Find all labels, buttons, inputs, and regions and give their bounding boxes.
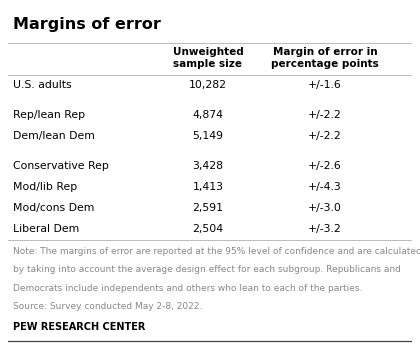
Text: 5,149: 5,149 (192, 131, 223, 141)
Text: +/-3.2: +/-3.2 (308, 224, 342, 234)
Text: +/-2.2: +/-2.2 (308, 131, 342, 141)
Text: Margins of error: Margins of error (13, 17, 161, 32)
Text: 3,428: 3,428 (192, 161, 223, 171)
Text: +/-4.3: +/-4.3 (308, 182, 342, 192)
Text: U.S. adults: U.S. adults (13, 81, 72, 90)
Text: 1,413: 1,413 (192, 182, 223, 192)
Text: 2,591: 2,591 (192, 203, 223, 213)
Text: +/-1.6: +/-1.6 (308, 81, 342, 90)
Text: Rep/lean Rep: Rep/lean Rep (13, 110, 85, 120)
Text: Unweighted
sample size: Unweighted sample size (173, 47, 243, 69)
Text: +/-2.6: +/-2.6 (308, 161, 342, 171)
Text: Liberal Dem: Liberal Dem (13, 224, 79, 234)
Text: by taking into account the average design effect for each subgroup. Republicans : by taking into account the average desig… (13, 265, 401, 274)
Text: Note: The margins of error are reported at the 95% level of confidence and are c: Note: The margins of error are reported … (13, 247, 420, 256)
Text: 2,504: 2,504 (192, 224, 223, 234)
Text: +/-3.0: +/-3.0 (308, 203, 342, 213)
Text: 4,874: 4,874 (192, 110, 223, 120)
Text: 10,282: 10,282 (189, 81, 227, 90)
Text: PEW RESEARCH CENTER: PEW RESEARCH CENTER (13, 322, 146, 332)
Text: Mod/cons Dem: Mod/cons Dem (13, 203, 94, 213)
Text: Dem/lean Dem: Dem/lean Dem (13, 131, 95, 141)
Text: Margin of error in
percentage points: Margin of error in percentage points (271, 47, 379, 69)
Text: Democrats include independents and others who lean to each of the parties.: Democrats include independents and other… (13, 284, 362, 293)
Text: Source: Survey conducted May 2-8, 2022.: Source: Survey conducted May 2-8, 2022. (13, 302, 202, 312)
Text: +/-2.2: +/-2.2 (308, 110, 342, 120)
Text: Mod/lib Rep: Mod/lib Rep (13, 182, 77, 192)
Text: Conservative Rep: Conservative Rep (13, 161, 109, 171)
